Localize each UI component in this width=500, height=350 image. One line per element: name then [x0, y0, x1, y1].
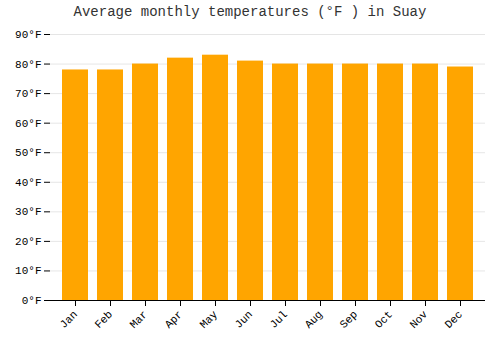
svg-text:Jun: Jun — [233, 308, 255, 330]
svg-text:Sep: Sep — [338, 308, 360, 330]
svg-text:20°F: 20°F — [15, 236, 41, 248]
svg-text:70°F: 70°F — [15, 88, 41, 100]
svg-text:10°F: 10°F — [15, 265, 41, 277]
html-text:Average monthly temperatures (: Average monthly temperatures (°F ) in Su… — [73, 4, 427, 20]
svg-text:Aug: Aug — [303, 308, 325, 330]
svg-text:Mar: Mar — [128, 308, 150, 330]
svg-text:May: May — [198, 308, 221, 331]
svg-text:90°F: 90°F — [15, 29, 41, 41]
svg-text:Dec: Dec — [443, 308, 465, 330]
svg-text:Apr: Apr — [163, 308, 185, 330]
svg-text:Jan: Jan — [58, 308, 80, 330]
svg-text:80°F: 80°F — [15, 59, 41, 71]
svg-text:30°F: 30°F — [15, 206, 41, 218]
svg-text:Nov: Nov — [408, 308, 431, 331]
svg-text:0°F: 0°F — [22, 295, 42, 307]
svg-text:40°F: 40°F — [15, 177, 41, 189]
svg-text:60°F: 60°F — [15, 118, 41, 130]
svg-text:50°F: 50°F — [15, 147, 41, 159]
svg-text:Oct: Oct — [373, 308, 395, 330]
svg-text:Feb: Feb — [93, 308, 115, 330]
svg-text:Jul: Jul — [268, 308, 290, 330]
